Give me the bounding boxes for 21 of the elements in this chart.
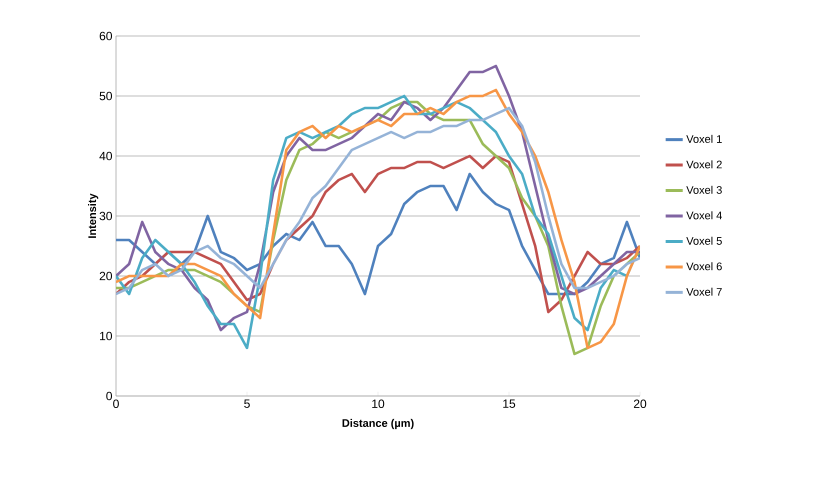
legend-label: Voxel 3 [686,186,722,194]
y-tick-label: 20 [100,272,112,280]
x-tick-label: 15 [503,400,516,408]
y-tick-label: 10 [100,332,112,340]
x-tick-label: 5 [244,400,250,408]
legend-label: Voxel 2 [686,160,722,168]
y-tick-label: 40 [99,152,112,160]
x-axis-title: Distance (µm) [342,418,414,430]
legend-label: Voxel 7 [686,288,722,296]
legend-label: Voxel 1 [686,134,722,143]
legend-label: Voxel 4 [686,211,722,220]
legend-label: Voxel 6 [686,262,722,270]
x-tick-label: 20 [634,400,646,408]
y-tick-label: 60 [100,32,112,40]
y-axis-title: Intensity [88,193,98,238]
x-tick-label: 10 [372,400,384,408]
y-tick-label: 0 [106,392,112,400]
y-tick-label: 30 [100,212,112,220]
y-tick-label: 50 [100,92,112,100]
legend-label: Voxel 5 [686,236,722,245]
x-tick-label: 0 [113,400,119,408]
